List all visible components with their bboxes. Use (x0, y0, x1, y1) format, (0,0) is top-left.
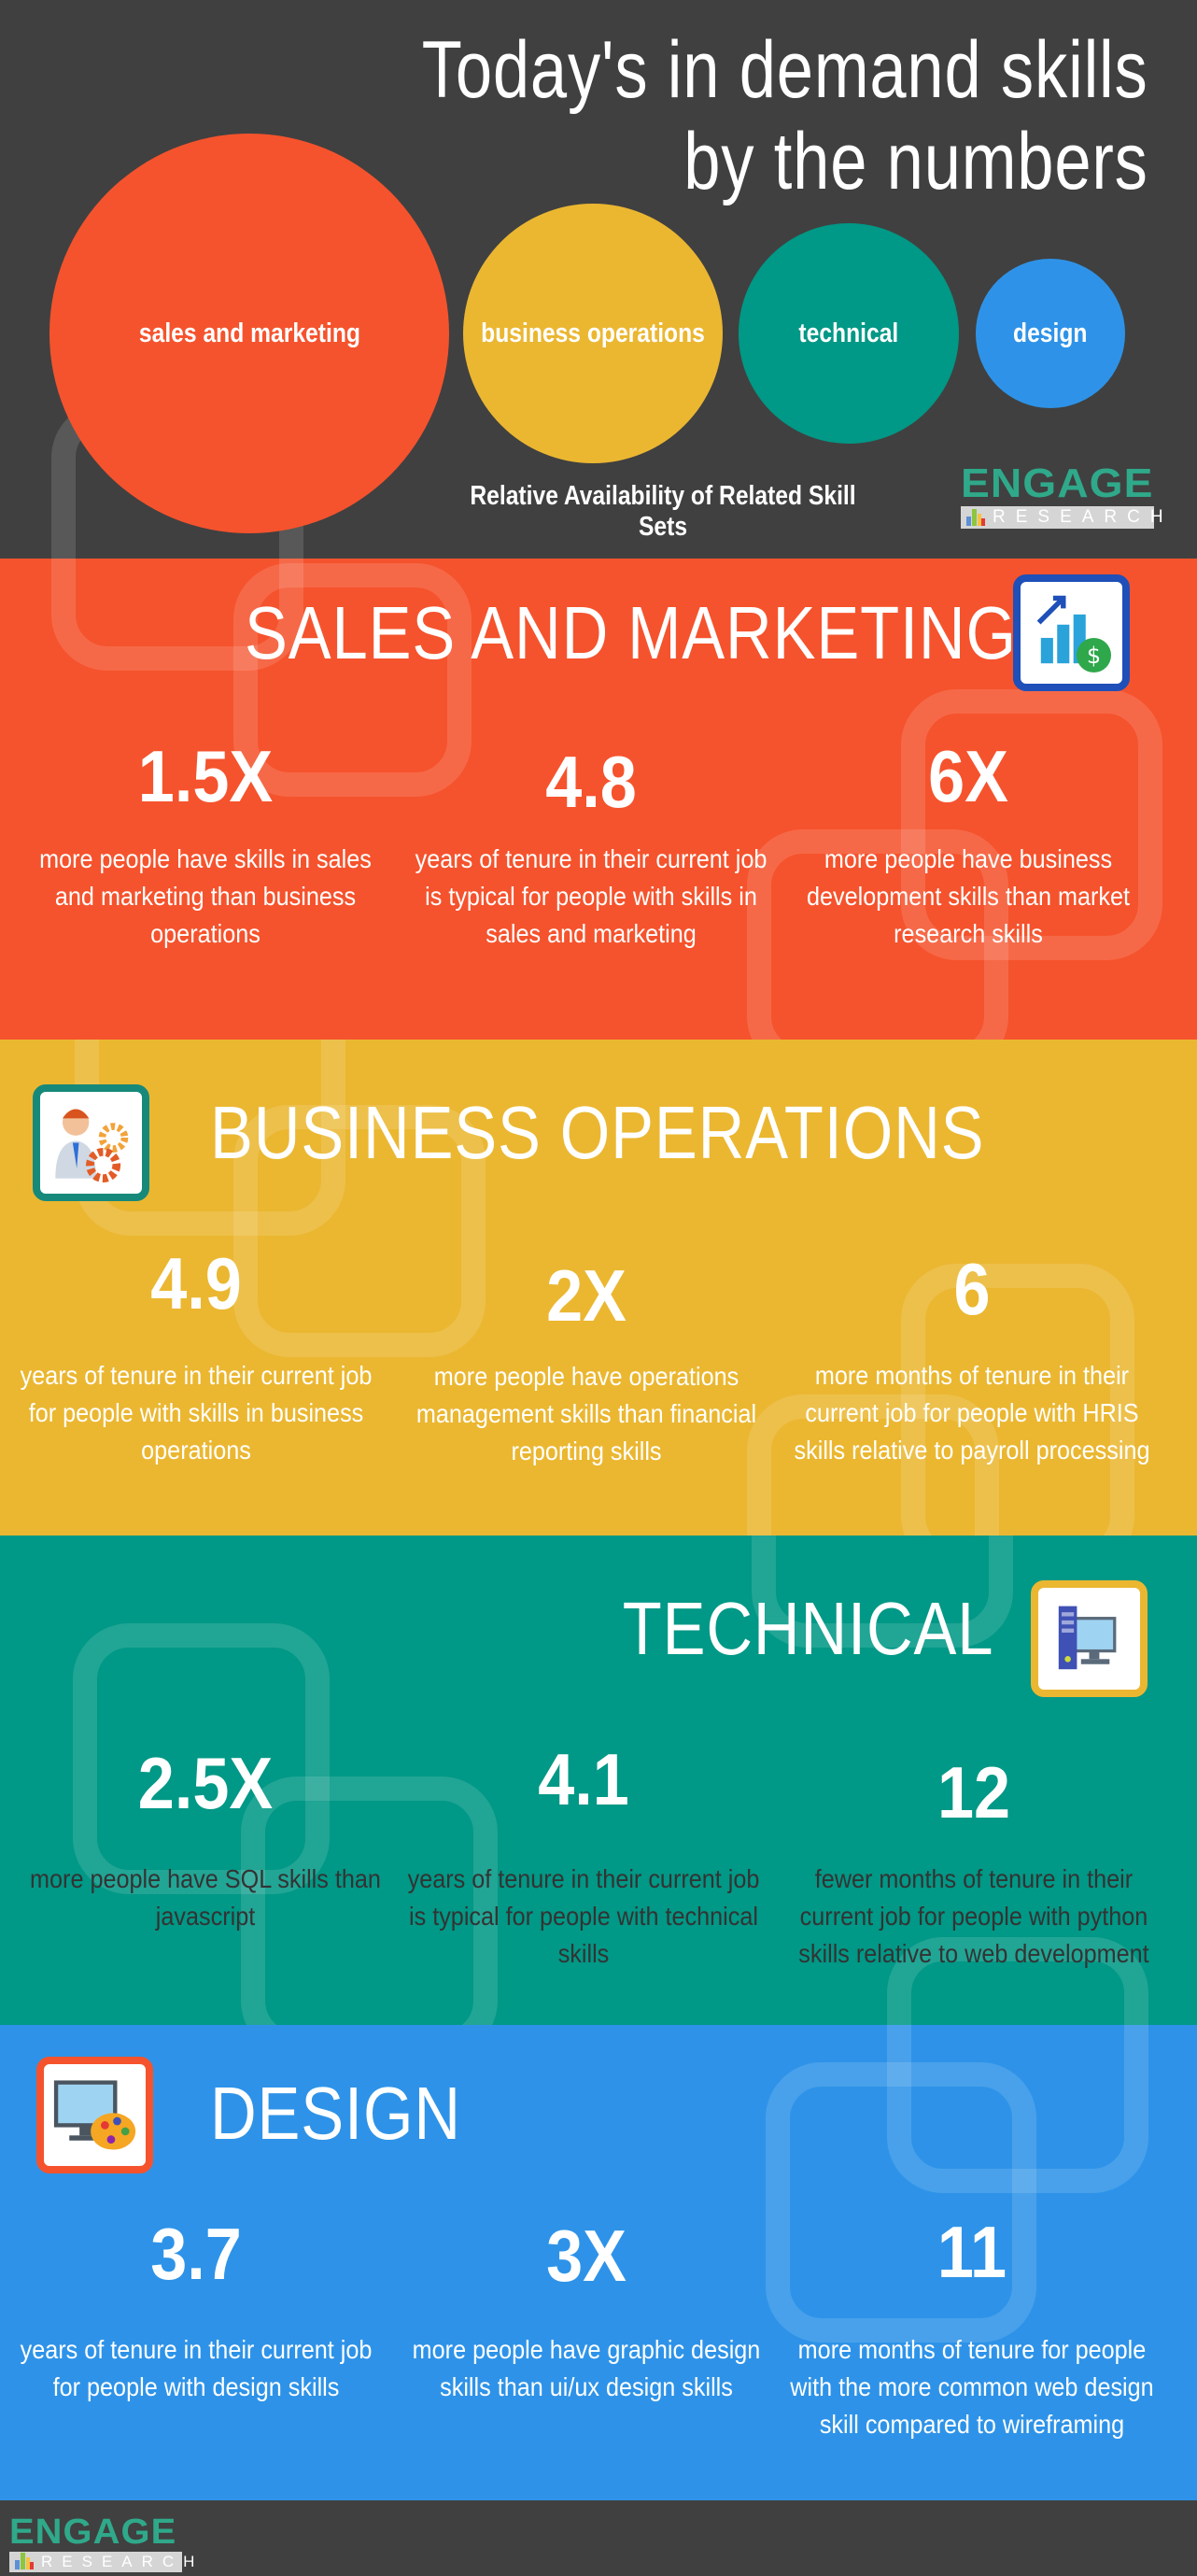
stat-card: 4.1 years of tenure in their current job … (407, 1738, 760, 1968)
section-title: TECHNICAL (622, 1587, 993, 1670)
page-title-line2: by the numbers (683, 117, 1148, 206)
growth-chart-dollar-icon: $ (1013, 574, 1130, 691)
stat-card: 6X more people have business development … (807, 735, 1130, 948)
bubble-business-operations: business operations (463, 204, 723, 463)
section-business-operations: BUSINESS OPERATIONS 4.9 years of tenure i… (0, 1040, 1197, 1536)
engage-research-logo: ENGAGE RESEARCH (9, 2512, 204, 2572)
footer: ENGAGE RESEARCH (0, 2500, 1197, 2576)
decorative-square (747, 829, 1008, 1040)
stat-card: 4.9 years of tenure in their current job … (20, 1242, 373, 1465)
decorative-square (233, 1105, 486, 1357)
stat-card: 2X more people have operations management… (415, 1254, 757, 1465)
stat-card: 3.7 years of tenure in their current job … (20, 2213, 373, 2401)
header: Today's in demand skills by the numbers … (0, 0, 1197, 559)
bubble-caption: Relative Availability of Related Skill S… (470, 481, 856, 542)
monitor-palette-icon (36, 2057, 153, 2173)
bubble-technical: technical (739, 223, 959, 444)
desktop-computer-icon (1031, 1580, 1148, 1697)
decorative-square (73, 1623, 330, 1894)
stat-card: 6 more months of tenure in their current … (794, 1248, 1150, 1465)
stat-card: 3X more people have graphic design skills… (412, 2215, 761, 2401)
engage-research-logo: ENGAGE RESEARCH (961, 460, 1174, 529)
section-sales-and-marketing: SALES AND MARKETING $ 1.5X more people ha… (0, 559, 1197, 1040)
section-title: BUSINESS OPERATIONS (210, 1091, 985, 1174)
decorative-square (51, 559, 303, 671)
decorative-square (233, 563, 472, 797)
page-title-line1: Today's in demand skills (422, 25, 1148, 115)
businessman-gears-icon (33, 1084, 149, 1201)
stat-card: 11 more months of tenure for people with … (790, 2211, 1154, 2439)
decorative-square (887, 2025, 1148, 2193)
section-design: DESIGN 3.7 years of tenure in their curre… (0, 2025, 1197, 2500)
decorative-square (241, 1776, 498, 2025)
bubble-sales-and-marketing: sales and marketing (49, 134, 449, 533)
section-title: DESIGN (210, 2072, 461, 2155)
section-title: SALES AND MARKETING (245, 591, 1017, 674)
stat-card: 4.8 years of tenure in their current job … (415, 741, 767, 948)
stat-card: 12 fewer months of tenure in their curren… (798, 1751, 1149, 1968)
decorative-square (766, 2062, 1036, 2342)
svg-text:$: $ (1087, 643, 1101, 669)
stat-card: 2.5X more people have SQL skills than jav… (30, 1742, 381, 1931)
stat-card: 1.5X more people have skills in sales and… (39, 735, 372, 948)
section-technical: TECHNICAL 2.5X more people have SQL skill… (0, 1536, 1197, 2025)
decorative-square (901, 1264, 1134, 1536)
decorative-square (901, 689, 1162, 960)
bubble-design: design (976, 259, 1125, 408)
